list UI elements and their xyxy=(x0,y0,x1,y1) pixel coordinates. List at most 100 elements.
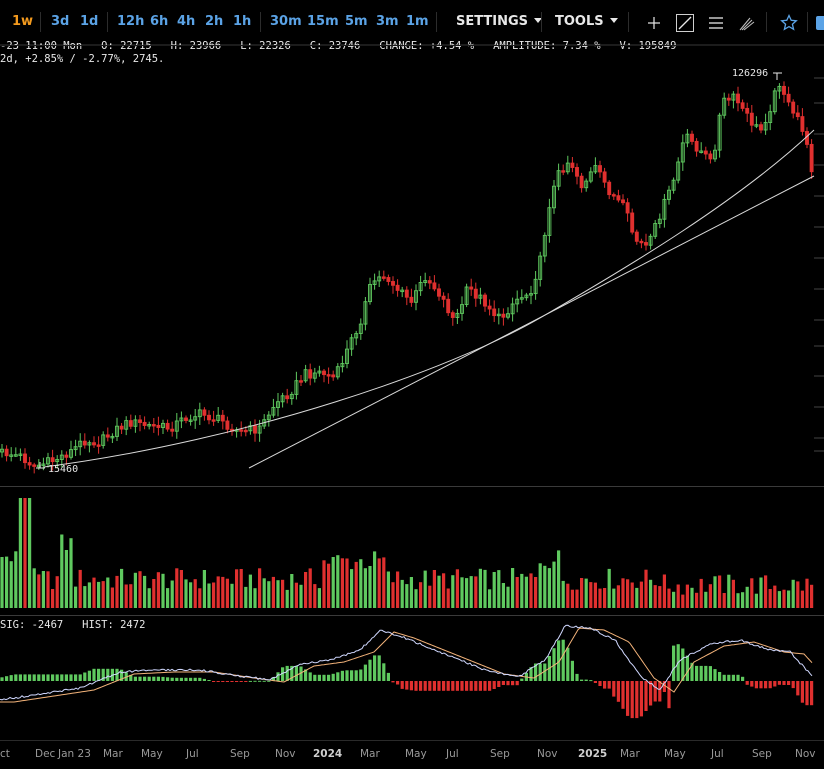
volume-bar xyxy=(32,568,36,608)
macd-histogram-bar xyxy=(294,665,298,681)
candle xyxy=(510,303,515,315)
candle xyxy=(92,442,96,446)
volume-bar xyxy=(267,581,271,608)
volume-bar xyxy=(271,576,275,608)
volume-bar xyxy=(589,582,593,608)
volume-bar xyxy=(764,575,768,608)
macd-histogram-bar xyxy=(143,676,147,681)
macd-histogram-bar xyxy=(750,681,754,687)
grid xyxy=(0,45,824,741)
timeframe-3d[interactable]: 3d xyxy=(51,14,70,29)
candle xyxy=(667,189,671,200)
candle xyxy=(345,348,349,364)
trendline-icon[interactable] xyxy=(675,13,695,33)
chevron-down-icon xyxy=(609,18,618,23)
candle xyxy=(460,304,464,314)
volume-bar xyxy=(612,588,616,608)
macd-histogram-bar xyxy=(580,679,584,681)
volume-pane xyxy=(0,498,814,608)
volume-bar xyxy=(216,576,220,608)
settings-menu[interactable]: SETTINGS xyxy=(456,14,543,29)
macd-histogram-bar xyxy=(161,676,165,681)
timeframe-1w[interactable]: 1w xyxy=(12,14,34,29)
candle xyxy=(556,170,561,187)
candle xyxy=(73,446,78,451)
volume-bar xyxy=(483,569,487,608)
brush-icon[interactable] xyxy=(737,13,757,33)
candle xyxy=(23,453,27,464)
candle xyxy=(317,370,322,374)
volume-bar xyxy=(354,561,358,608)
macd-histogram-bar xyxy=(41,674,45,681)
macd-histogram-bar xyxy=(276,672,280,681)
candle xyxy=(69,449,73,458)
macd-histogram-bar xyxy=(248,680,252,682)
timeframe-5m[interactable]: 5m xyxy=(345,14,368,29)
menu-lines-icon[interactable] xyxy=(706,13,726,33)
candle xyxy=(64,454,69,458)
macd-histogram-bar xyxy=(299,666,303,681)
candle xyxy=(726,97,731,101)
volume-bar xyxy=(414,589,418,608)
timeframe-12h[interactable]: 12h xyxy=(117,14,145,29)
candle xyxy=(441,295,446,300)
macd-histogram-bar xyxy=(543,663,547,681)
macd-histogram-bar xyxy=(777,681,781,685)
macd-histogram-bar xyxy=(74,674,78,681)
timeframe-15m[interactable]: 15m xyxy=(307,14,339,29)
candle xyxy=(616,195,621,201)
timeframe-3m[interactable]: 3m xyxy=(376,14,399,29)
volume-bar xyxy=(396,571,400,608)
macd-histogram-bar xyxy=(308,672,312,681)
star-icon[interactable] xyxy=(779,13,799,33)
macd-histogram-bar xyxy=(60,674,64,681)
macd-histogram-bar xyxy=(681,648,685,681)
macd-info: SIG: -2467 HIST: 2472 xyxy=(0,619,146,631)
macd-histogram-bar xyxy=(23,674,27,681)
macd-histogram-bar xyxy=(51,674,55,681)
macd-histogram-bar xyxy=(552,648,556,681)
volume-bar xyxy=(253,588,257,608)
macd-histogram-bar xyxy=(736,674,740,681)
candle xyxy=(193,416,198,421)
x-axis-label: Jan 23 xyxy=(57,748,91,760)
volume-bar xyxy=(129,584,133,608)
volume-bar xyxy=(593,582,597,608)
candle xyxy=(662,198,667,220)
timeframe-4h[interactable]: 4h xyxy=(177,14,196,29)
timeframe-1h[interactable]: 1h xyxy=(233,14,252,29)
macd-histogram-bar xyxy=(534,663,538,681)
volume-bar xyxy=(630,582,634,608)
timeframe-1m[interactable]: 1m xyxy=(406,14,429,29)
low-price-label: 15460 xyxy=(48,464,78,475)
volume-bar xyxy=(345,558,349,608)
timeframe-6h[interactable]: 6h xyxy=(150,14,169,29)
macd-histogram-bar xyxy=(764,681,768,689)
volume-bar xyxy=(276,580,280,608)
volume-bar xyxy=(506,586,510,608)
macd-histogram-bar xyxy=(18,674,22,681)
timeframe-30m[interactable]: 30m xyxy=(270,14,302,29)
timeframe-2h[interactable]: 2h xyxy=(205,14,224,29)
x-axis-label: May xyxy=(664,748,686,760)
toolbar-divider xyxy=(40,12,41,32)
crosshair-icon[interactable] xyxy=(644,13,664,33)
panel-toggle-icon[interactable] xyxy=(814,13,824,33)
volume-bar xyxy=(727,574,731,608)
macd-histogram-bar xyxy=(685,655,689,681)
candle xyxy=(515,298,520,305)
candle xyxy=(161,422,165,428)
volume-bar xyxy=(23,498,27,608)
volume-bar xyxy=(547,568,551,608)
macd-histogram-bar xyxy=(566,647,570,681)
volume-bar xyxy=(340,558,344,608)
macd-histogram-bar xyxy=(359,669,363,681)
x-axis-label: Jul xyxy=(185,748,199,760)
volume-bar xyxy=(658,586,662,608)
timeframe-1d[interactable]: 1d xyxy=(80,14,99,29)
tools-menu[interactable]: TOOLS xyxy=(555,14,618,29)
volume-bar xyxy=(662,574,666,608)
macd-histogram-bar xyxy=(639,681,643,717)
volume-bar xyxy=(308,568,312,608)
